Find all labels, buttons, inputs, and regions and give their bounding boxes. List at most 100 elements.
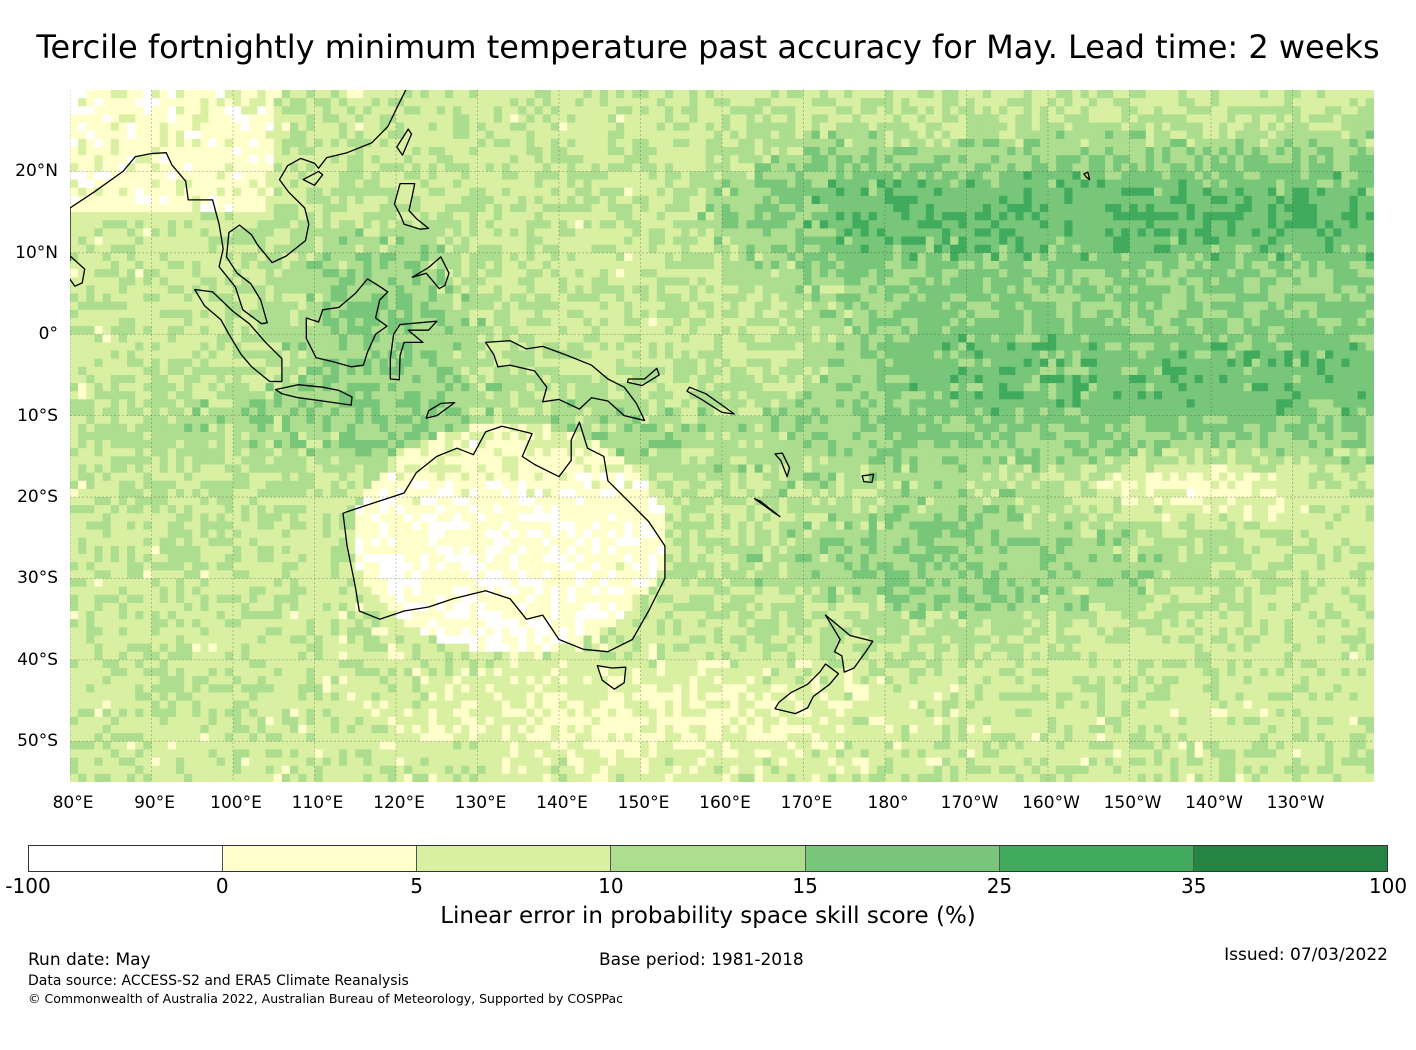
skill-cell [583,260,593,270]
skill-cell [999,203,1008,213]
skill-cell [575,114,585,124]
skill-cell [1349,98,1359,107]
skill-cell [689,146,699,156]
skill-cell [648,269,658,278]
skill-cell [925,171,935,181]
skill-cell [1064,260,1074,270]
skill-cell [762,203,772,213]
skill-cell [485,301,495,311]
skill-cell [265,106,275,116]
skill-cell [1243,244,1253,254]
skill-cell [485,277,495,286]
skill-cell [330,171,340,181]
skill-cell [1105,90,1114,99]
skill-cell [738,269,748,278]
skill-cell [591,269,601,278]
skill-cell [933,203,943,213]
skill-cell [640,146,650,156]
skill-cell [1153,301,1163,311]
skill-cell [713,244,723,254]
skill-cell [1300,326,1310,335]
skill-cell [127,342,136,352]
skill-cell [135,326,144,335]
skill-cell [885,212,894,221]
skill-cell [322,334,332,343]
skill-cell [387,163,397,173]
skill-cell [901,114,911,124]
skill-cell [925,138,935,148]
skill-cell [942,301,951,311]
skill-cell [1153,163,1163,173]
skill-cell [1162,260,1171,270]
skill-cell [78,334,87,343]
skill-cell [681,114,690,124]
skill-cell [567,114,576,124]
skill-cell [942,171,951,181]
skill-cell [526,244,536,254]
skill-cell [632,114,642,124]
skill-cell [933,212,943,221]
skill-cell [118,90,128,99]
skill-cell [632,334,642,343]
skill-cell [298,293,307,303]
skill-cell [640,260,650,270]
skill-cell [673,277,682,286]
skill-cell [1333,277,1342,286]
skill-cell [453,163,462,173]
skill-cell [583,317,593,327]
skill-cell [518,334,527,343]
skill-cell [1137,301,1147,311]
skill-cell [273,179,283,189]
skill-cell [1121,179,1131,189]
skill-cell [844,236,853,246]
skill-cell [485,252,495,262]
skill-cell [1227,195,1237,205]
skill-cell [844,155,853,164]
skill-cell [974,114,984,124]
skill-cell [640,114,650,124]
skill-cell [1056,122,1065,132]
skill-cell [909,146,919,156]
skill-cell [738,236,748,246]
skill-cell [885,90,894,99]
skill-cell [1316,269,1326,278]
skill-cell [909,326,919,335]
skill-cell [1333,269,1342,278]
skill-cell [70,155,79,164]
skill-cell [1259,179,1269,189]
skill-cell [518,309,527,319]
skill-cell [999,187,1008,197]
skill-cell [673,163,682,173]
skill-cell [599,106,609,116]
skill-cell [648,98,658,107]
skill-cell [1186,106,1196,116]
skill-cell [673,138,682,148]
skill-cell [314,187,324,197]
skill-cell [591,285,601,295]
skill-cell [632,269,642,278]
skill-cell [420,293,430,303]
skill-cell [290,309,299,319]
skill-cell [1145,220,1155,229]
skill-cell [1357,228,1367,238]
skill-cell [762,163,772,173]
skill-cell [746,203,756,213]
skill-cell [192,212,201,221]
skill-cell [184,171,193,181]
skill-cell [461,301,470,311]
skill-cell [1105,155,1114,164]
skill-cell [575,122,585,132]
skill-cell [1129,285,1139,295]
skill-cell [705,220,715,229]
skill-cell [461,155,470,164]
skill-cell [885,114,894,124]
skill-cell [550,236,560,246]
skill-cell [803,293,813,303]
skill-cell [78,138,87,148]
skill-cell [159,309,169,319]
skill-cell [526,236,536,246]
skill-cell [135,179,144,189]
skill-cell [200,285,210,295]
skill-cell [78,301,87,311]
skill-cell [1048,171,1057,181]
